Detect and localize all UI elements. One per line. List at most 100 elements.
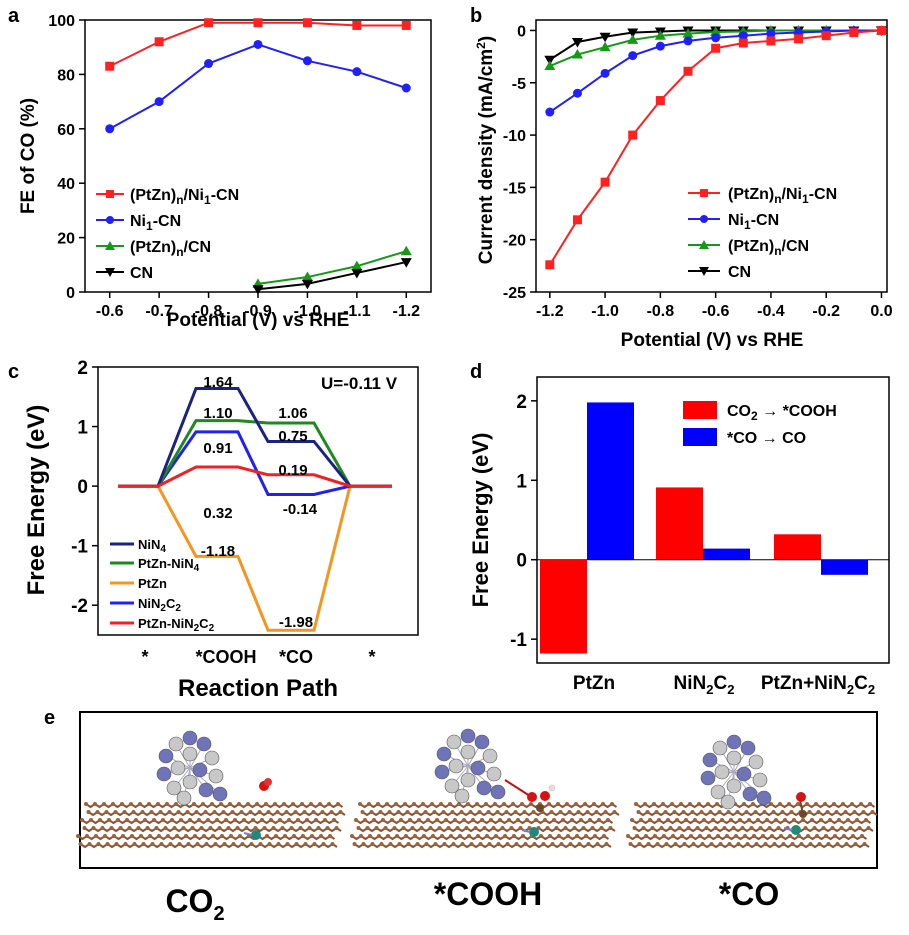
carbon-atom bbox=[788, 834, 792, 838]
carbon-atom bbox=[771, 810, 776, 814]
ni-atom bbox=[529, 827, 539, 837]
carbon-atom bbox=[812, 826, 817, 830]
a-xtick-label: -0.9 bbox=[244, 303, 272, 320]
carbon-atom bbox=[512, 834, 516, 838]
carbon-atom bbox=[157, 834, 161, 838]
carbon-atom bbox=[496, 842, 501, 846]
carbon-atom bbox=[725, 834, 729, 838]
panel-d-cat-3: PtZn+NiN2C2 bbox=[761, 673, 875, 697]
c-path-label: *COOH bbox=[195, 647, 256, 667]
co-oxygen bbox=[796, 792, 806, 802]
cooh-oxygen-1 bbox=[527, 792, 537, 802]
carbon-atom bbox=[217, 826, 222, 830]
carbon-atom bbox=[175, 834, 179, 838]
carbon-atom bbox=[220, 834, 224, 838]
pt-atom bbox=[460, 772, 476, 788]
b-point-3-5 bbox=[683, 66, 693, 76]
carbon-atom bbox=[372, 818, 376, 822]
ni-n-bond bbox=[521, 829, 531, 833]
co-carbon bbox=[799, 810, 807, 818]
carbon-atom bbox=[491, 826, 496, 830]
carbon-atom bbox=[514, 842, 519, 846]
carbon-atom bbox=[139, 834, 143, 838]
panel-a-series bbox=[105, 18, 412, 295]
carbon-atom bbox=[698, 834, 702, 838]
carbon-atom bbox=[568, 842, 573, 846]
b-point-2-8 bbox=[766, 29, 776, 39]
graphene-slab-1 bbox=[76, 802, 346, 849]
panel-c-series bbox=[118, 386, 392, 632]
carbon-atom bbox=[274, 834, 278, 838]
carbon-atom bbox=[485, 834, 489, 838]
b-point-3-6 bbox=[711, 43, 721, 53]
legend-b-label-4: CN bbox=[728, 264, 751, 281]
carbon-atom bbox=[149, 810, 154, 814]
carbon-atom bbox=[412, 802, 416, 806]
carbon-atom bbox=[570, 818, 574, 822]
a-series-line-2 bbox=[257, 250, 407, 285]
carbon-atom bbox=[518, 826, 523, 830]
carbon-atom bbox=[471, 818, 475, 822]
carbon-atom bbox=[716, 834, 720, 838]
carbon-atom bbox=[601, 802, 605, 806]
carbon-atom bbox=[511, 802, 515, 806]
carbon-atom bbox=[356, 826, 361, 830]
carbon-atom bbox=[184, 834, 188, 838]
carbon-atom bbox=[531, 810, 536, 814]
carbon-atom bbox=[174, 802, 178, 806]
c-path-label: * bbox=[141, 647, 148, 667]
carbon-atom bbox=[176, 810, 181, 814]
carbon-atom bbox=[738, 818, 742, 822]
legend-a-label-1: (PtZn)n/Ni1-CN bbox=[130, 187, 239, 207]
cooh-oxygen-2 bbox=[540, 791, 550, 801]
carbon-atom bbox=[152, 818, 156, 822]
carbon-atom bbox=[359, 834, 363, 838]
carbon-atom bbox=[147, 802, 151, 806]
carbon-atom bbox=[238, 834, 242, 838]
carbon-atom bbox=[419, 826, 424, 830]
carbon-atom bbox=[844, 842, 849, 846]
b-point-1-2 bbox=[599, 41, 611, 52]
carbon-atom bbox=[219, 802, 223, 806]
structure-co bbox=[626, 716, 878, 864]
carbon-atom bbox=[417, 818, 421, 822]
carbon-atom bbox=[197, 818, 201, 822]
pt-atom bbox=[460, 744, 476, 760]
legend-c-label-5: PtZn-NiN2C2 bbox=[138, 616, 215, 634]
panel-d-legend: CO2 → *COOH *CO → CO bbox=[683, 401, 837, 447]
carbon-atom bbox=[572, 826, 577, 830]
a-point-3-3 bbox=[400, 258, 412, 268]
c-ytick-label: -2 bbox=[71, 596, 88, 617]
carbon-atom bbox=[283, 834, 287, 838]
carbon-atom bbox=[780, 810, 785, 814]
carbon-atom bbox=[752, 834, 756, 838]
a-series-line-1 bbox=[109, 43, 407, 130]
legend-b-marker-2 bbox=[700, 215, 708, 223]
b-point-1-0 bbox=[544, 60, 556, 71]
carbon-atom bbox=[774, 818, 778, 822]
panel-b-yticks: 0 -5 -10 -15 -20 -25 bbox=[503, 23, 536, 302]
b-point-2-1 bbox=[572, 88, 582, 98]
carbon-atom bbox=[273, 802, 277, 806]
carbon-atom bbox=[575, 834, 579, 838]
label-c-4: 0.32 bbox=[203, 505, 232, 522]
carbon-atom bbox=[597, 818, 601, 822]
carbon-atom bbox=[86, 810, 91, 814]
carbon-atom bbox=[239, 810, 244, 814]
d-ytick-label: 0 bbox=[516, 551, 527, 572]
carbon-atom bbox=[311, 810, 316, 814]
zn-atom bbox=[212, 786, 228, 802]
a-point-2-2 bbox=[351, 260, 363, 271]
carbon-atom bbox=[532, 842, 537, 846]
a-ytick-label: 20 bbox=[57, 231, 75, 248]
carbon-atom bbox=[383, 826, 388, 830]
pt-atom bbox=[714, 764, 730, 780]
carbon-atom bbox=[374, 826, 379, 830]
carbon-atom bbox=[814, 802, 818, 806]
carbon-atom bbox=[230, 810, 235, 814]
label-c-6: 0.75 bbox=[278, 428, 307, 445]
carbon-atom bbox=[221, 810, 226, 814]
carbon-atom bbox=[801, 818, 805, 822]
carbon-atom bbox=[307, 826, 312, 830]
panel-b-frame bbox=[535, 19, 888, 293]
